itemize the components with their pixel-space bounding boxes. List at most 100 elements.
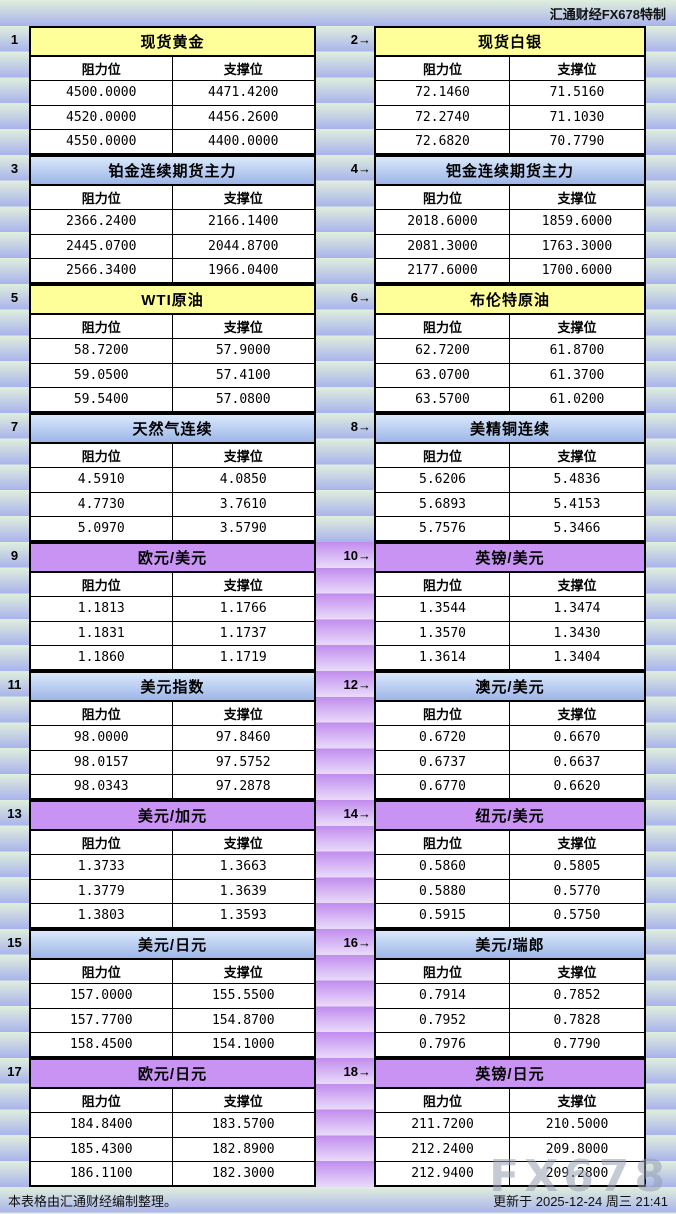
price-table-9[interactable]: 欧元/美元 阻力位 支撑位 1.1813 1.1766 1.1831 1.1737 1.186… <box>29 542 316 671</box>
resistance-value: 98.0157 <box>31 750 173 774</box>
support-value: 1.3404 <box>553 649 601 665</box>
support-value: 210.5000 <box>545 1117 609 1133</box>
resistance-value: 158.4500 <box>31 1032 173 1056</box>
edge-column <box>646 1058 676 1187</box>
resistance-header: 阻力位 <box>376 315 510 339</box>
table-row: 0.7976 0.7790 <box>376 1031 644 1056</box>
table-row: 5.6893 5.4153 <box>376 491 644 516</box>
resistance-header: 阻力位 <box>376 57 510 81</box>
table-title: 钯金连续期货主力 <box>376 157 644 186</box>
table-row: 1.3779 1.3639 <box>31 878 314 903</box>
table-row: 158.4500 154.1000 <box>31 1031 314 1056</box>
support-value: 0.5770 <box>553 883 601 899</box>
price-table-3[interactable]: 铂金连续期货主力 阻力位 支撑位 2366.2400 2166.1400 2445.070… <box>29 155 316 284</box>
footer-bar: 本表格由汇通财经编制整理。 更新于 2025-12-24 周三 21:41 <box>0 1187 676 1214</box>
table-title: 美元/瑞郎 <box>376 931 644 960</box>
support-value: 0.5805 <box>553 859 601 875</box>
support-value: 1.3430 <box>553 625 601 641</box>
support-value: 4.0850 <box>219 472 267 488</box>
resistance-value: 2018.6000 <box>376 210 510 234</box>
gutter-column: 10→ <box>316 542 374 671</box>
table-title: 美精铜连续 <box>376 415 644 444</box>
table-header-row: 阻力位 支撑位 <box>31 315 314 339</box>
price-table-17[interactable]: 欧元/日元 阻力位 支撑位 184.8400 183.5700 185.4300 182.8… <box>29 1058 316 1187</box>
price-table-14[interactable]: 纽元/美元 阻力位 支撑位 0.5860 0.5805 0.5880 0.5770 0.591… <box>374 800 646 929</box>
price-table-11[interactable]: 美元指数 阻力位 支撑位 98.0000 97.8460 98.0157 97.5752 98… <box>29 671 316 800</box>
resistance-value: 0.5880 <box>376 879 510 903</box>
table-row: 5.7576 5.3466 <box>376 515 644 540</box>
support-value: 0.6620 <box>553 778 601 794</box>
price-table-2[interactable]: 现货白银 阻力位 支撑位 72.1460 71.5160 72.2740 71.1030 72… <box>374 26 646 155</box>
support-value: 5.4836 <box>553 472 601 488</box>
price-table-5[interactable]: WTI原油 阻力位 支撑位 58.7200 57.9000 59.0500 57.4100 5… <box>29 284 316 413</box>
table-number-arrow-label: 14→ <box>343 806 371 821</box>
price-table-13[interactable]: 美元/加元 阻力位 支撑位 1.3733 1.3663 1.3779 1.3639 1.380… <box>29 800 316 929</box>
resistance-value: 1.3544 <box>376 597 510 621</box>
resistance-value: 157.7700 <box>31 1008 173 1032</box>
resistance-header: 阻力位 <box>31 315 173 339</box>
support-header: 支撑位 <box>223 191 263 207</box>
block-row: 9 欧元/美元 阻力位 支撑位 1.1813 1.1766 1.1831 1.1737 1.1… <box>0 542 676 671</box>
support-value: 3.7610 <box>219 496 267 512</box>
support-header: 支撑位 <box>557 62 597 78</box>
table-title: 美元指数 <box>31 673 314 702</box>
brand-caption: 汇通财经FX678特制 <box>549 6 666 22</box>
table-blocks: 1 现货黄金 阻力位 支撑位 4500.0000 4471.4200 4520.0000 4… <box>0 26 676 1187</box>
gutter-column: 2→ <box>316 26 374 155</box>
support-value: 97.2878 <box>215 778 271 794</box>
table-row: 62.7200 61.8700 <box>376 338 644 363</box>
table-row: 58.7200 57.9000 <box>31 338 314 363</box>
table-number-arrow-label: 12→ <box>343 677 371 692</box>
resistance-value: 157.0000 <box>31 984 173 1008</box>
edge-column <box>646 800 676 929</box>
table-row: 0.5880 0.5770 <box>376 878 644 903</box>
table-row: 0.6737 0.6637 <box>376 749 644 774</box>
table-row: 157.7700 154.8700 <box>31 1007 314 1032</box>
price-table-8[interactable]: 美精铜连续 阻力位 支撑位 5.6206 5.4836 5.6893 5.4153 5.757… <box>374 413 646 542</box>
resistance-value: 1.1831 <box>31 621 173 645</box>
support-header: 支撑位 <box>223 62 263 78</box>
block-row: 1 现货黄金 阻力位 支撑位 4500.0000 4471.4200 4520.0000 4… <box>0 26 676 155</box>
row-number-column: 13 <box>0 800 29 929</box>
price-table-4[interactable]: 钯金连续期货主力 阻力位 支撑位 2018.6000 1859.6000 2081.300… <box>374 155 646 284</box>
price-table-7[interactable]: 天然气连续 阻力位 支撑位 4.5910 4.0850 4.7730 3.7610 5.097… <box>29 413 316 542</box>
support-header: 支撑位 <box>223 707 263 723</box>
resistance-value: 4550.0000 <box>31 129 173 153</box>
support-header: 支撑位 <box>223 1094 263 1110</box>
row-number-column: 15 <box>0 929 29 1058</box>
support-value: 2044.8700 <box>208 238 279 254</box>
resistance-value: 2445.0700 <box>31 234 173 258</box>
table-number-label: 9 <box>10 548 19 563</box>
support-value: 61.3700 <box>549 367 605 383</box>
table-header-row: 阻力位 支撑位 <box>376 444 644 468</box>
support-value: 1.3663 <box>219 859 267 875</box>
support-value: 4471.4200 <box>208 85 279 101</box>
resistance-header: 阻力位 <box>31 573 173 597</box>
row-number-column: 3 <box>0 155 29 284</box>
support-header: 支撑位 <box>557 578 597 594</box>
footer-note: 本表格由汇通财经编制整理。 <box>8 1194 178 1209</box>
support-value: 0.7852 <box>553 988 601 1004</box>
price-table-16[interactable]: 美元/瑞郎 阻力位 支撑位 0.7914 0.7852 0.7952 0.7828 0.797… <box>374 929 646 1058</box>
resistance-value: 4.5910 <box>31 468 173 492</box>
table-header-row: 阻力位 支撑位 <box>376 57 644 81</box>
table-number-label: 15 <box>7 935 22 950</box>
price-table-10[interactable]: 英镑/美元 阻力位 支撑位 1.3544 1.3474 1.3570 1.3430 1.361… <box>374 542 646 671</box>
support-value: 2166.1400 <box>208 214 279 230</box>
price-table-12[interactable]: 澳元/美元 阻力位 支撑位 0.6720 0.6670 0.6737 0.6637 0.677… <box>374 671 646 800</box>
resistance-header: 阻力位 <box>31 1089 173 1113</box>
resistance-value: 4.7730 <box>31 492 173 516</box>
table-title: 天然气连续 <box>31 415 314 444</box>
support-header: 支撑位 <box>557 836 597 852</box>
resistance-header: 阻力位 <box>376 444 510 468</box>
price-table-18[interactable]: 英镑/日元 阻力位 支撑位 211.7200 210.5000 212.2400 209.8… <box>374 1058 646 1187</box>
gutter-column: 18→ <box>316 1058 374 1187</box>
price-table-15[interactable]: 美元/日元 阻力位 支撑位 157.0000 155.5500 157.7700 154.8… <box>29 929 316 1058</box>
price-table-6[interactable]: 布伦特原油 阻力位 支撑位 62.7200 61.8700 63.0700 61.3700 6… <box>374 284 646 413</box>
support-header: 支撑位 <box>223 320 263 336</box>
table-header-row: 阻力位 支撑位 <box>376 831 644 855</box>
table-row: 2366.2400 2166.1400 <box>31 209 314 234</box>
price-table-1[interactable]: 现货黄金 阻力位 支撑位 4500.0000 4471.4200 4520.0000 445… <box>29 26 316 155</box>
support-header: 支撑位 <box>557 449 597 465</box>
table-row: 186.1100 182.3000 <box>31 1160 314 1185</box>
